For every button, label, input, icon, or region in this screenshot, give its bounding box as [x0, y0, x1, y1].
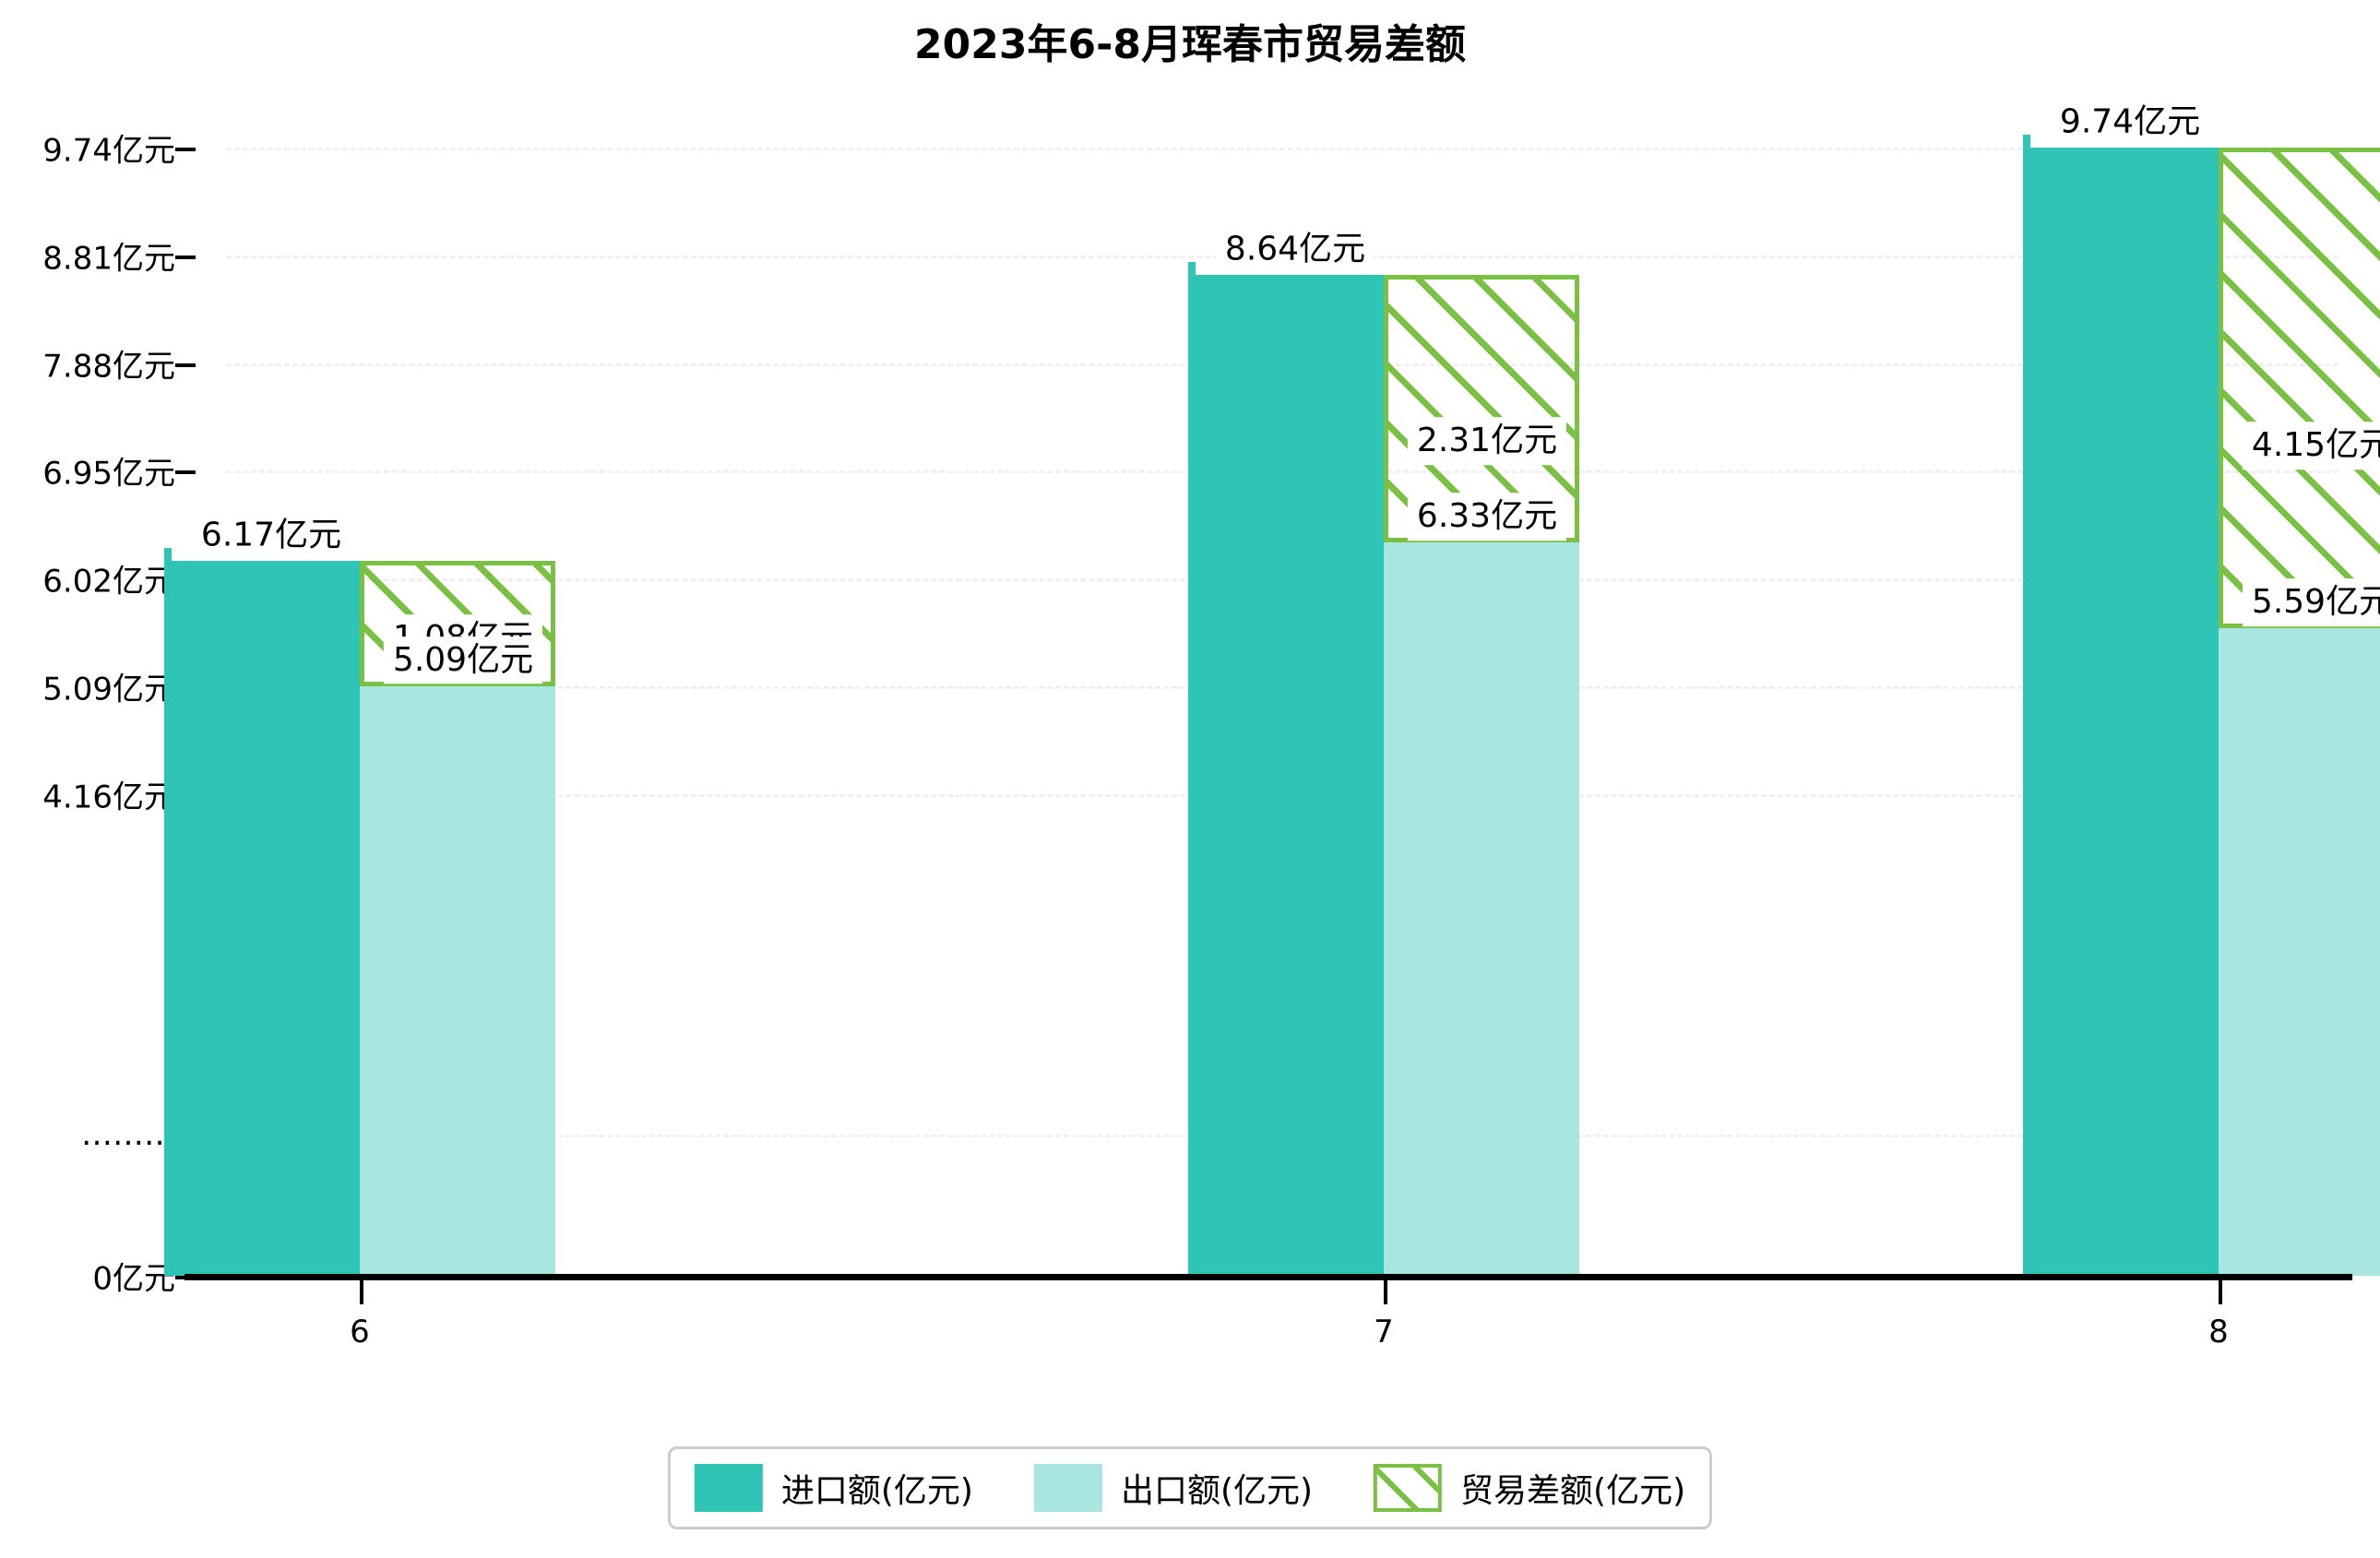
y-tick-mark — [175, 148, 196, 151]
value-label-export: 6.33亿元 — [1407, 493, 1567, 541]
value-label-import: 6.17亿元 — [191, 511, 351, 560]
bar-export[interactable] — [1384, 542, 1579, 1276]
bar-import[interactable] — [1188, 275, 1384, 1276]
bar-export[interactable] — [2219, 628, 2380, 1276]
y-tick-label: 5.09亿元 — [42, 671, 175, 708]
value-label-import: 8.64亿元 — [1215, 225, 1375, 274]
legend-label: 贸易差额(亿元) — [1460, 1472, 1686, 1510]
y-tick-label: 9.74亿元 — [42, 132, 175, 170]
bar-trade-difference[interactable] — [2219, 148, 2380, 629]
chart-title: 2023年6-8月珲春市贸易差额 — [914, 21, 1466, 68]
bar-export[interactable] — [360, 685, 555, 1276]
y-tick-mark — [175, 363, 196, 367]
legend-swatch-export — [1033, 1464, 1102, 1512]
x-tick-mark — [1384, 1280, 1387, 1304]
y-tick-mark — [175, 255, 196, 259]
x-tick-mark — [360, 1280, 363, 1304]
bar-import[interactable] — [164, 561, 360, 1276]
chart-legend[interactable]: 进口额(亿元) 出口额(亿元) 贸易差额(亿元) — [667, 1446, 1713, 1529]
x-tick-mark — [2219, 1280, 2222, 1304]
legend-item[interactable]: 贸易差额(亿元) — [1374, 1464, 1685, 1512]
y-tick-mark — [175, 470, 196, 475]
x-tick-label: 7 — [1374, 1314, 1394, 1350]
y-tick-label: 0亿元 — [92, 1260, 175, 1298]
bar-cap — [2023, 135, 2030, 151]
value-label-import: 9.74亿元 — [2050, 98, 2210, 146]
y-tick-label: 6.95亿元 — [42, 455, 175, 493]
value-label-difference: 4.15亿元 — [2242, 422, 2380, 470]
legend-label: 进口额(亿元) — [780, 1472, 973, 1510]
y-tick-label: 8.81亿元 — [42, 240, 175, 278]
value-label-export: 5.59亿元 — [2242, 578, 2380, 626]
value-label-difference: 2.31亿元 — [1407, 417, 1567, 465]
gridline — [226, 148, 2338, 150]
y-tick-label: 7.88亿元 — [42, 348, 175, 386]
x-axis-line — [184, 1274, 2352, 1280]
x-tick-label: 8 — [2208, 1314, 2229, 1350]
legend-swatch-difference — [1374, 1464, 1443, 1512]
y-tick-label: ……… — [81, 1116, 175, 1153]
y-tick-label: 6.02亿元 — [42, 563, 175, 601]
y-tick-label: 4.16亿元 — [42, 779, 175, 816]
legend-item[interactable]: 进口额(亿元) — [694, 1464, 973, 1512]
legend-item[interactable]: 出口额(亿元) — [1033, 1464, 1314, 1512]
value-label-export: 5.09亿元 — [383, 636, 543, 684]
legend-swatch-import — [694, 1464, 763, 1512]
bar-cap — [164, 548, 172, 565]
bar-cap — [1188, 262, 1196, 279]
legend-label: 出口额(亿元) — [1120, 1472, 1314, 1510]
bar-import[interactable] — [2023, 148, 2219, 1276]
x-tick-label: 6 — [350, 1314, 370, 1350]
plot-area: 6.17亿元1.08亿元5.09亿元8.64亿元2.31亿元6.33亿元9.74… — [164, 98, 2380, 1279]
y-axis-labels: 9.74亿元 8.81亿元 7.88亿元 6.95亿元 6.02亿元 5.09亿元 4.16… — [0, 111, 175, 1298]
